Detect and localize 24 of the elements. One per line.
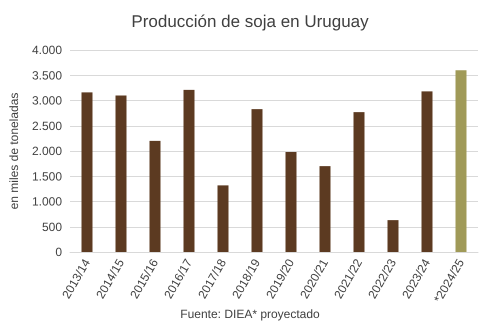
- bar: [388, 220, 398, 252]
- chart-title: Producción de soja en Uruguay: [131, 12, 370, 31]
- y-axis-title: en miles de toneladas: [7, 92, 21, 210]
- source-note: Fuente: DIEA* proyectado: [180, 307, 320, 321]
- bar: [422, 91, 432, 252]
- y-tick-label: 4.000: [32, 43, 62, 57]
- bar: [354, 112, 364, 252]
- y-tick-label: 0: [55, 245, 62, 259]
- bar: [456, 70, 466, 252]
- y-tick-label: 500: [42, 220, 62, 234]
- y-tick-label: 2.500: [32, 118, 62, 133]
- bar: [218, 185, 228, 252]
- y-tick-label: 1.000: [32, 194, 62, 208]
- bar: [150, 140, 160, 252]
- bar: [82, 92, 92, 252]
- y-tick-label: 3.500: [32, 68, 62, 82]
- bar: [116, 95, 126, 252]
- y-tick-label: 3.000: [32, 94, 62, 108]
- bar: [320, 166, 330, 252]
- bar: [184, 90, 194, 252]
- y-tick-label: 2.000: [32, 144, 62, 158]
- bar: [286, 152, 296, 252]
- bar: [252, 109, 262, 252]
- y-tick-label: 1.500: [32, 169, 62, 184]
